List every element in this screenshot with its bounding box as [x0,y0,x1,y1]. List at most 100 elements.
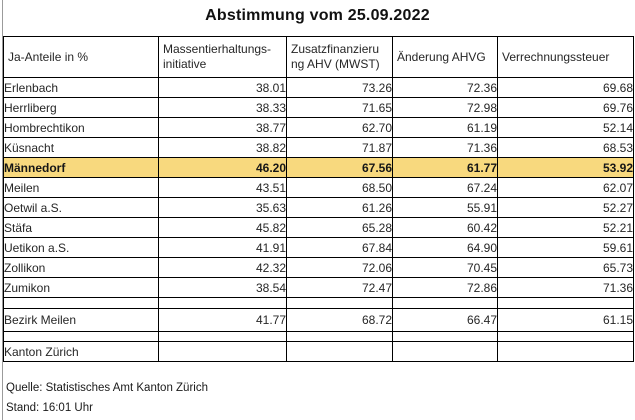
value-cell: 42.32 [158,257,287,278]
table-row: Uetikon a.S. 41.91 67.84 64.90 59.61 [3,237,634,258]
empty-cell [392,297,498,309]
table-row: Bezirk Meilen 41.77 68.72 66.47 61.15 [3,308,634,332]
separator-row [3,331,634,342]
value-cell: 71.65 [286,97,393,118]
value-cell: 64.90 [392,237,498,258]
value-cell: 67.24 [392,177,498,198]
value-cell: 41.77 [158,308,287,332]
value-cell: 68.72 [286,308,393,332]
value-cell: 52.27 [497,197,634,218]
value-cell: 66.47 [392,308,498,332]
empty-cell [497,297,634,309]
empty-cell [3,331,159,342]
municipality-cell: Oetwil a.S. [3,197,159,218]
results-table: Ja-Anteile in % Massentierhaltungs- init… [3,36,634,362]
value-cell: 61.26 [286,197,393,218]
value-cell: 53.92 [497,157,634,178]
municipality-cell: Männedorf [3,157,159,178]
table-row: Männedorf 46.20 67.56 61.77 53.92 [3,157,634,178]
value-cell: 52.14 [497,117,634,138]
column-header-massentierhaltungsinitiative: Massentierhaltungs- initiative [158,36,287,78]
value-cell: 71.36 [392,137,498,158]
value-cell: 65.73 [497,257,634,278]
municipality-cell: Hombrechtikon [3,117,159,138]
column-header-verrechnungssteuer: Verrechnungssteuer [497,36,634,78]
empty-cell [158,297,287,309]
header-row: Ja-Anteile in % Massentierhaltungs- init… [3,36,634,78]
table-row: Kanton Zürich [3,341,634,362]
municipality-cell: Erlenbach [3,77,159,98]
value-cell: 73.26 [286,77,393,98]
value-cell: 55.91 [392,197,498,218]
value-cell: 62.07 [497,177,634,198]
value-cell: 72.36 [392,77,498,98]
value-cell: 68.50 [286,177,393,198]
table-row: Zollikon 42.32 72.06 70.45 65.73 [3,257,634,278]
value-cell: 67.84 [286,237,393,258]
value-cell [392,341,498,362]
value-cell: 72.06 [286,257,393,278]
value-cell: 72.47 [286,277,393,298]
municipality-cell: Stäfa [3,217,159,238]
municipality-cell: Herrliberg [3,97,159,118]
empty-cell [3,297,159,309]
empty-cell [497,331,634,342]
table-row: Stäfa 45.82 65.28 60.42 52.21 [3,217,634,238]
municipality-cell: Bezirk Meilen [3,308,159,332]
value-cell: 60.42 [392,217,498,238]
value-cell: 68.53 [497,137,634,158]
value-cell: 71.87 [286,137,393,158]
table-row: Meilen 43.51 68.50 67.24 62.07 [3,177,634,198]
value-cell: 38.54 [158,277,287,298]
table-row: Erlenbach 38.01 73.26 72.36 69.68 [3,77,634,98]
value-cell: 72.98 [392,97,498,118]
value-cell: 62.70 [286,117,393,138]
value-cell: 52.21 [497,217,634,238]
value-cell: 72.86 [392,277,498,298]
municipality-cell: Zumikon [3,277,159,298]
value-cell [286,341,393,362]
value-cell: 38.01 [158,77,287,98]
column-header-aenderung-ahvg: Änderung AHVG [392,36,498,78]
municipality-cell: Kanton Zürich [3,341,159,362]
value-cell: 61.19 [392,117,498,138]
municipality-cell: Küsnacht [3,137,159,158]
value-cell: 38.77 [158,117,287,138]
empty-cell [158,331,287,342]
empty-cell [286,331,393,342]
value-cell: 70.45 [392,257,498,278]
value-cell: 38.33 [158,97,287,118]
value-cell: 45.82 [158,217,287,238]
value-cell: 67.56 [286,157,393,178]
value-cell: 69.76 [497,97,634,118]
value-cell: 38.82 [158,137,287,158]
row-dimension-header: Ja-Anteile in % [3,36,159,78]
column-header-zusatzfinanzierung-ahv: Zusatzfinanzieru ng AHV (MWST) [286,36,393,78]
municipality-cell: Meilen [3,177,159,198]
table-row: Hombrechtikon 38.77 62.70 61.19 52.14 [3,117,634,138]
value-cell [497,341,634,362]
value-cell: 61.77 [392,157,498,178]
municipality-cell: Zollikon [3,257,159,278]
municipality-cell: Uetikon a.S. [3,237,159,258]
table-row: Zumikon 38.54 72.47 72.86 71.36 [3,277,634,298]
footer-source: Quelle: Statistisches Amt Kanton Zürich [6,382,208,394]
value-cell: 69.68 [497,77,634,98]
page-title: Abstimmung vom 25.09.2022 [205,7,430,24]
page-edge-divider [2,0,3,420]
value-cell: 59.61 [497,237,634,258]
value-cell: 71.36 [497,277,634,298]
empty-cell [286,297,393,309]
value-cell: 46.20 [158,157,287,178]
value-cell [158,341,287,362]
table-row: Oetwil a.S. 35.63 61.26 55.91 52.27 [3,197,634,218]
table-row: Herrliberg 38.33 71.65 72.98 69.76 [3,97,634,118]
table-row: Küsnacht 38.82 71.87 71.36 68.53 [3,137,634,158]
value-cell: 65.28 [286,217,393,238]
value-cell: 41.91 [158,237,287,258]
footer-status: Stand: 16:01 Uhr [6,402,93,414]
empty-cell [392,331,498,342]
separator-row [3,297,634,309]
value-cell: 43.51 [158,177,287,198]
